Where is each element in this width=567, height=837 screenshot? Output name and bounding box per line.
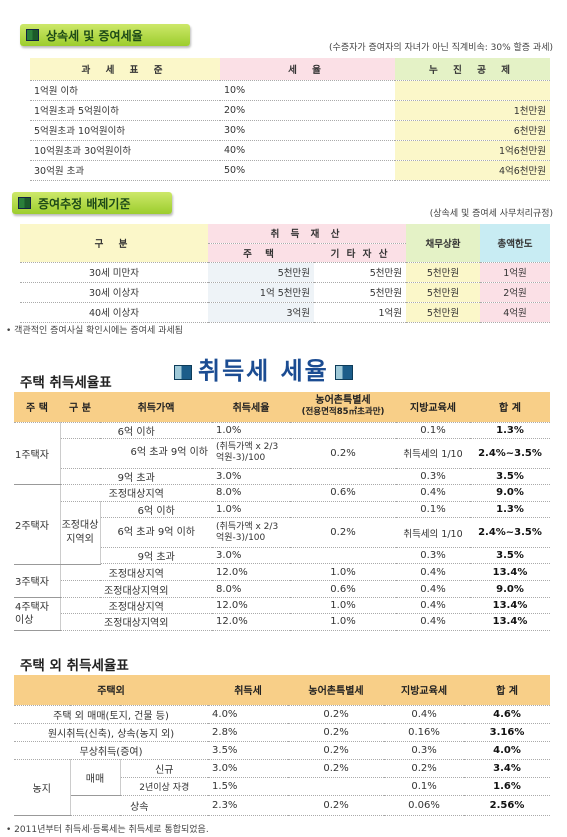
table-row: 9억 초과 3.0% 0.3% 3.5% (14, 468, 550, 486)
table-row: 40세 이상자 3억원 1억원 5천만원 4억원 (20, 302, 551, 323)
col-header: 합 계 (464, 675, 551, 706)
table-row: 30억원 초과 50% 4억6천만원 (30, 160, 550, 181)
col-header: 과 세 표 준 (30, 58, 220, 81)
col-header: 농어촌특별세 (전용면적85㎡초과만) (290, 392, 396, 423)
table-row: 2주택자 조정대상지역 8.0% 0.6% 0.4% 9.0% (14, 484, 550, 565)
table-row: 조정대상 지역외 6억 이하 1.0% 0.1% 1.3% (14, 501, 550, 565)
col-header: 기 타 자 산 (314, 243, 407, 263)
table-row: 6억 초과 9억 이하 (취득가액 x 2/3억원-3)/100 0.2% 취득세의 … (14, 517, 550, 549)
book-icon (26, 29, 39, 41)
section2-title: 증여추정 배제기준 (12, 192, 172, 214)
table-row: 농지 매매 신규 3.0% 0.2% 0.2% 3.4% (14, 759, 551, 816)
col-header: 취득가액 (100, 392, 212, 423)
col-header: 주 택 (14, 392, 60, 423)
col-header: 합 계 (470, 392, 550, 423)
table-row: 3주택자 조정대상지역 12.0% 1.0% 0.4% 13.4% (14, 564, 550, 598)
book-icon (18, 197, 31, 209)
banner-title: 취득세 세율 (168, 351, 359, 386)
table-row: 무상취득(증여) 3.5% 0.2% 0.3% 4.0% (14, 741, 551, 760)
col-header: 주 택 (208, 243, 314, 263)
col-header: 주택외 (14, 675, 209, 706)
col-header: 지방교육세 (396, 392, 470, 423)
col-header: 구 분 (20, 224, 208, 263)
section1-title: 상속세 및 증여세율 (20, 24, 190, 46)
table-row: 30세 미만자 5천만원 5천만원 5천만원 1억원 (20, 262, 551, 283)
section2-footnote: • 객관적인 증여사실 확인시에는 증여세 과세됨 (6, 326, 183, 336)
col-header: 취득세 (208, 675, 289, 706)
section2-note: (상속세 및 증여세 사무처리규정) (429, 209, 553, 219)
col-header: 총액한도 (480, 224, 551, 263)
col-header: 취 득 재 산 (208, 224, 407, 244)
table-row: 원시취득(신축), 상속(농지 외) 2.8% 0.2% 0.16% 3.16% (14, 723, 551, 742)
table-row: 5억원초과 10억원이하 30% 6천만원 (30, 120, 550, 141)
table-row: 10억원초과 30억원이하 40% 1억6천만원 (30, 140, 550, 161)
col-header: 구 분 (60, 392, 100, 423)
section3-title: 주택 취득세율표 (20, 375, 112, 391)
non-housing-tax-table: 주택외 취득세 농어촌특별세 지방교육세 합 계 주택 외 매매(토지, 건물 등) 4.… (14, 675, 551, 816)
table-row: 주택 외 매매(토지, 건물 등) 4.0% 0.2% 0.4% 4.6% (14, 705, 551, 724)
book-icon (174, 364, 192, 380)
table-row: 상속 2.3% 0.2% 0.06% 2.56% (14, 795, 551, 816)
table-row: 1억원초과 5억원이하 20% 1천만원 (30, 100, 550, 121)
table-row: 1주택자 6억 이하 1.0% 0.1% 1.3% (14, 422, 550, 486)
col-header: 누 진 공 제 (395, 58, 550, 81)
table-row: 6억 초과 9억 이하 (취득가액 x 2/3억원-3)/100 0.2% 취득세의 … (14, 438, 550, 469)
table-row: 9억 초과 3.0% 0.3% 3.5% (14, 547, 550, 565)
col-header: 지방교육세 (384, 675, 465, 706)
col-header: 채무상환 (406, 224, 481, 263)
book-icon (334, 364, 353, 380)
section4-footnote: • 2011년부터 취득세·등록세는 취득세로 통합되었음. (6, 825, 209, 835)
col-header: 취득세율 (212, 392, 290, 423)
table-row: 조정대상지역외 12.0% 1.0% 0.4% 13.4% (14, 613, 550, 631)
table-row: 30세 이상자 1억 5천만원 5천만원 5천만원 2억원 (20, 282, 551, 303)
section4-title: 주택 외 취득세율표 (20, 658, 129, 674)
col-header: 세 율 (220, 58, 395, 81)
table-row: 1억원 이하 10% (30, 80, 550, 101)
table-row: 4주택자 이상 조정대상지역 12.0% 1.0% 0.4% 13.4% (14, 597, 550, 631)
table-row: 조정대상지역외 8.0% 0.6% 0.4% 9.0% (14, 580, 550, 598)
table-row: 2년이상 자경 1.5% 0.1% 1.6% (14, 777, 551, 796)
col-header: 농어촌특별세 (288, 675, 385, 706)
section1-note: (수증자가 증여자의 자녀가 아닌 직계비속: 30% 할증 과세) (329, 43, 553, 53)
